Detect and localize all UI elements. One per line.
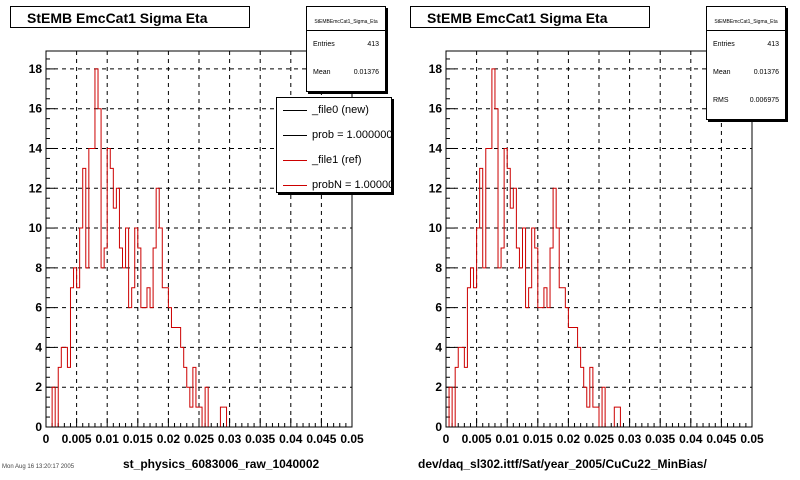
- right-stats-name: StEMBEmcCat1_Sigma_Eta: [707, 7, 785, 31]
- legend-entry-file0: _file0 (new): [277, 98, 391, 123]
- left-x-tick-label-2: 0.01: [96, 432, 120, 446]
- right-x-axis-label: dev/daq_sl302.ittf/Sat/year_2005/CuCu22_…: [418, 457, 707, 471]
- legend-line-prob: [283, 135, 307, 136]
- left-x-tick-label-6: 0.03: [218, 432, 242, 446]
- left-y-tick-label-4: 8: [35, 261, 42, 275]
- left-y-tick-label-1: 2: [35, 380, 42, 394]
- legend-label-file1: _file1 (ref): [312, 154, 362, 166]
- left-x-tick-label-4: 0.02: [157, 432, 181, 446]
- legend-label-prob: prob = 1.000000: [312, 129, 392, 141]
- right-histogram-series-0: [446, 68, 630, 428]
- right-x-tick-label-5: 0.025: [584, 432, 614, 446]
- left-histogram-pad: 0 0.005 0.01 0.015 0.02 0.025 0.03 0.035 0.04 0.0…: [10, 6, 392, 471]
- right-y-tick-label-6: 12: [429, 181, 443, 195]
- right-stats-rms-label: RMS: [713, 97, 729, 104]
- right-stats-entries-value: 413: [767, 41, 779, 48]
- left-histogram-title: StEMB EmcCat1 Sigma Eta: [10, 6, 250, 28]
- right-y-tick-label-3: 6: [435, 301, 442, 315]
- left-stats-entries-row: Entries 413: [307, 31, 385, 59]
- legend-line-probn: [283, 185, 307, 186]
- left-y-tick-label-0: 0: [35, 420, 42, 434]
- right-stats-entries-row: Entries 413: [707, 31, 785, 59]
- legend-entry-prob: prob = 1.000000: [277, 123, 391, 148]
- right-stats-entries-label: Entries: [713, 41, 735, 48]
- right-stats-mean-value: 0.01376: [753, 69, 779, 76]
- right-y-tick-label-7: 14: [429, 141, 443, 155]
- left-x-axis-label: st_physics_6083006_raw_1040002: [123, 457, 320, 471]
- left-y-tick-label-3: 6: [35, 301, 42, 315]
- right-histogram-plot: 0 0.005 0.01 0.015 0.02 0.025 0.03 0.035 0.04 0.0…: [429, 50, 764, 446]
- left-histogram-plot: 0 0.005 0.01 0.015 0.02 0.025 0.03 0.035 0.04 0.0…: [29, 50, 364, 446]
- right-y-tick-label-9: 18: [429, 62, 443, 76]
- right-histogram-title: StEMB EmcCat1 Sigma Eta: [410, 6, 650, 28]
- left-y-tick-label-2: 4: [35, 340, 42, 354]
- left-y-tick-label-9: 18: [29, 62, 43, 76]
- right-y-tick-label-2: 4: [435, 340, 442, 354]
- left-legend: _file0 (new) prob = 1.000000 _file1 (ref…: [276, 97, 392, 193]
- left-x-tick-label-3: 0.015: [123, 432, 153, 446]
- left-y-tick-label-8: 16: [29, 102, 43, 116]
- right-plot-frame: [445, 50, 753, 428]
- right-x-tick-label-1: 0.005: [462, 432, 492, 446]
- left-plot-frame: [45, 50, 353, 428]
- legend-line-file1: [283, 160, 307, 161]
- left-stats-name: StEMBEmcCat1_Sigma_Eta: [307, 7, 385, 31]
- right-y-tick-label-8: 16: [429, 102, 443, 116]
- legend-label-file0: _file0 (new): [312, 104, 369, 116]
- left-x-tick-label-0: 0: [43, 432, 50, 446]
- legend-entry-file1: _file1 (ref): [277, 148, 391, 173]
- left-stats-entries-label: Entries: [313, 41, 335, 48]
- left-stats-mean-value: 0.01376: [353, 69, 379, 76]
- right-stats-box: StEMBEmcCat1_Sigma_Eta Entries 413 Mean …: [706, 6, 786, 120]
- left-x-tick-label-8: 0.04: [279, 432, 303, 446]
- left-y-tick-label-7: 14: [29, 141, 43, 155]
- left-stats-entries-value: 413: [367, 41, 379, 48]
- right-stats-rms-value: 0.006975: [749, 97, 779, 104]
- right-y-tick-label-0: 0: [435, 420, 442, 434]
- left-x-tick-label-5: 0.025: [184, 432, 214, 446]
- right-stats-mean-label: Mean: [713, 69, 731, 76]
- left-x-tick-label-7: 0.035: [245, 432, 275, 446]
- right-x-tick-label-6: 0.03: [618, 432, 642, 446]
- right-x-tick-label-3: 0.015: [523, 432, 553, 446]
- right-x-tick-label-8: 0.04: [679, 432, 703, 446]
- footer-timestamp: Mon Aug 16 13:20:17 2005: [2, 464, 75, 470]
- right-x-tick-label-10: 0.05: [740, 432, 764, 446]
- legend-entry-probn: probN = 1.000000: [277, 173, 392, 192]
- legend-label-probn: probN = 1.000000: [312, 179, 392, 191]
- left-stats-mean-label: Mean: [313, 69, 331, 76]
- right-stats-mean-row: Mean 0.01376: [707, 59, 785, 87]
- right-x-tick-label-7: 0.035: [645, 432, 675, 446]
- left-x-tick-label-10: 0.05: [340, 432, 364, 446]
- left-y-tick-label-5: 10: [29, 221, 43, 235]
- legend-line-file0: [283, 110, 307, 111]
- left-stats-box: StEMBEmcCat1_Sigma_Eta Entries 413 Mean …: [306, 6, 386, 92]
- right-x-tick-label-9: 0.045: [706, 432, 736, 446]
- right-x-tick-label-0: 0: [443, 432, 450, 446]
- right-y-tick-label-5: 10: [429, 221, 443, 235]
- left-x-tick-label-9: 0.045: [306, 432, 336, 446]
- left-x-tick-label-1: 0.005: [62, 432, 92, 446]
- right-histogram-pad: 0 0.005 0.01 0.015 0.02 0.025 0.03 0.035 0.04 0.0…: [400, 0, 800, 480]
- left-stats-mean-row: Mean 0.01376: [307, 59, 385, 87]
- left-y-tick-label-6: 12: [29, 181, 43, 195]
- right-x-tick-label-2: 0.01: [496, 432, 520, 446]
- right-y-tick-label-4: 8: [435, 261, 442, 275]
- right-x-tick-label-4: 0.02: [557, 432, 581, 446]
- left-histogram-series-0: [46, 68, 230, 428]
- right-y-tick-label-1: 2: [435, 380, 442, 394]
- right-stats-rms-row: RMS 0.006975: [707, 87, 785, 115]
